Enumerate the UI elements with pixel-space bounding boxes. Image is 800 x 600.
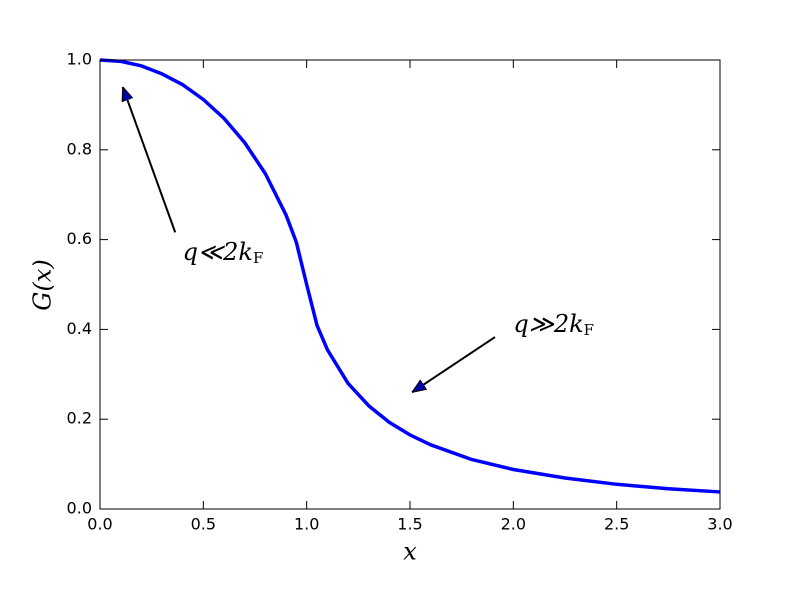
annotation: q≫2kF	[513, 309, 594, 339]
x-tick-label: 0.0	[87, 515, 112, 534]
annotation-subscript: F	[253, 249, 263, 267]
x-tick-label: 1.0	[294, 515, 319, 534]
line-series	[99, 58, 721, 494]
x-tick-label: 1.5	[397, 515, 422, 534]
annotation-arrow	[123, 87, 177, 233]
plot-frame	[99, 59, 721, 510]
annotation-arrow	[412, 336, 496, 392]
y-tick-label: 0.8	[67, 139, 92, 158]
y-tick-label: 0.0	[67, 499, 92, 518]
x-tick-label: 0.5	[191, 515, 216, 534]
x-axis-label: x	[403, 538, 417, 566]
y-tick-label: 0.2	[67, 409, 92, 428]
annotation-text: q≪2k	[183, 238, 253, 266]
x-tick-label: 3.0	[707, 515, 732, 534]
annotation: q≪2kF	[183, 238, 264, 268]
y-axis-label: G(x)	[29, 259, 57, 310]
annotation-text: q≫2k	[513, 309, 583, 337]
y-tick-label: 0.6	[67, 229, 92, 248]
x-tick-label: 2.5	[604, 515, 629, 534]
annotation-subscript: F	[584, 321, 594, 339]
y-tick-label: 0.4	[67, 319, 92, 338]
y-tick-label: 1.0	[67, 50, 92, 69]
x-tick-label: 2.0	[501, 515, 526, 534]
